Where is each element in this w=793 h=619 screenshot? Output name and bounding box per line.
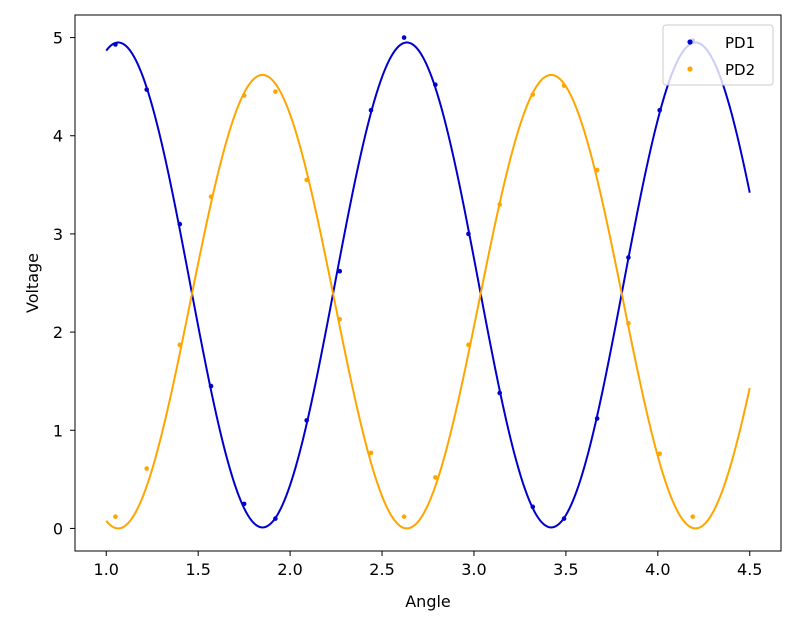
y-axis-ticks: 0 1 2 3 4 5 xyxy=(53,29,75,538)
pd2-data-point xyxy=(144,466,150,471)
pd1-data-point xyxy=(626,255,631,260)
x-axis-ticks: 1.0 1.5 2.0 2.5 3.0 3.5 4.0 4.5 xyxy=(94,551,762,579)
pd2-fit-line xyxy=(105,73,751,530)
pd1-data-point xyxy=(304,418,309,423)
y-tick-label: 1 xyxy=(53,421,63,440)
pd2-data-point xyxy=(273,89,278,94)
plot-frame xyxy=(74,14,782,552)
x-axis-label: Angle xyxy=(405,592,451,611)
y-tick-label: 3 xyxy=(53,225,63,244)
pd2-data-point xyxy=(304,177,309,183)
pd1-data-point xyxy=(177,221,183,227)
pd2-data-point xyxy=(337,317,343,322)
pd1-data-point xyxy=(530,504,536,510)
pd2-data-point xyxy=(657,451,662,457)
pd2-data-point xyxy=(690,514,696,519)
pd1-data-point xyxy=(497,390,503,396)
pd2-data-point xyxy=(177,342,183,348)
y-tick-label: 5 xyxy=(53,29,63,48)
pd2-data-point xyxy=(561,83,567,88)
pd2-data-point xyxy=(530,92,536,97)
x-tick-label: 3.5 xyxy=(553,560,578,579)
pd2-data-point xyxy=(626,320,631,326)
legend-marker-pd1 xyxy=(687,39,693,45)
pd2-data-point xyxy=(466,342,471,348)
x-tick-label: 2.5 xyxy=(369,560,394,579)
pd1-data-point xyxy=(144,87,150,92)
x-tick-label: 1.5 xyxy=(185,560,210,579)
pd2-data-point xyxy=(497,202,503,207)
pd2-data-point xyxy=(401,514,407,519)
pd1-data-point xyxy=(241,501,247,507)
legend-label-pd2: PD2 xyxy=(725,61,755,79)
pd2-data-point xyxy=(113,514,118,519)
pd2-data-point xyxy=(241,93,247,98)
x-tick-label: 1.0 xyxy=(94,560,119,579)
pd2-data-point xyxy=(433,475,438,480)
x-tick-label: 4.5 xyxy=(737,560,762,579)
legend-box xyxy=(662,24,774,86)
plot-area xyxy=(74,14,782,552)
y-axis-label: Voltage xyxy=(23,253,42,313)
pd1-data-point xyxy=(594,416,600,421)
pd1-data-point xyxy=(113,42,118,47)
pd1-data-point xyxy=(368,107,374,113)
series-layer xyxy=(105,35,751,530)
legend-label-pd1: PD1 xyxy=(725,34,755,52)
pd1-data-point xyxy=(273,516,278,521)
y-tick-label: 2 xyxy=(53,323,63,342)
pd1-data-point xyxy=(337,268,343,274)
y-tick-label: 4 xyxy=(53,127,63,146)
pd2-data-point xyxy=(208,194,214,199)
legend-marker-pd2 xyxy=(687,66,693,72)
legend: PD1 PD2 xyxy=(662,24,774,86)
pd1-data-point xyxy=(433,82,438,87)
pd1-fit-line xyxy=(105,41,751,529)
x-tick-label: 3.0 xyxy=(461,560,486,579)
pd2-data-point xyxy=(368,450,374,456)
pd2-data-point xyxy=(594,167,600,173)
pd1-data-point xyxy=(466,231,471,237)
pd1-data-point xyxy=(401,35,407,40)
y-tick-label: 0 xyxy=(53,519,63,538)
x-tick-label: 4.0 xyxy=(645,560,670,579)
pd1-data-point xyxy=(561,516,567,521)
pd1-data-point xyxy=(208,383,214,389)
x-tick-label: 2.0 xyxy=(277,560,302,579)
pd1-data-point xyxy=(657,107,662,113)
